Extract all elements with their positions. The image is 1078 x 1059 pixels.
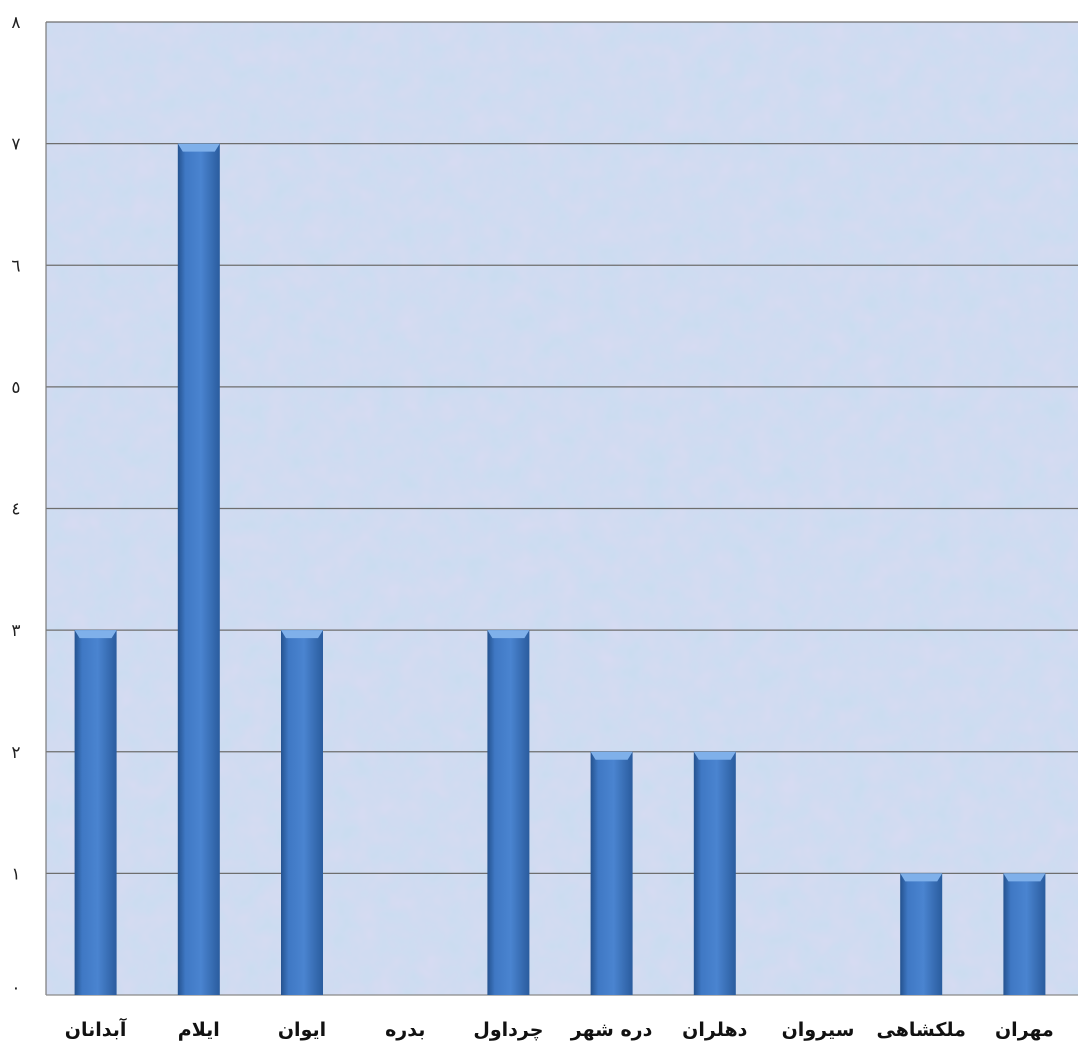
bar (590, 751, 633, 995)
bar (177, 143, 220, 995)
x-tick-label: ایوان (278, 1019, 326, 1041)
bar-cap (74, 630, 117, 639)
bar-series (74, 143, 1046, 995)
y-tick-label: ۲ (11, 743, 20, 763)
x-tick-label: ملکشاهی (876, 1019, 965, 1041)
bar-body (693, 751, 736, 995)
y-tick-label: ۳ (11, 621, 20, 641)
y-tick-label: ٤ (11, 500, 20, 520)
x-tick-label: دهلران (682, 1019, 747, 1041)
bar (281, 630, 323, 995)
x-tick-label: بدره (385, 1019, 425, 1041)
x-tick-label: مهران (995, 1019, 1054, 1041)
y-tick-label: ٥ (11, 378, 20, 398)
bar (74, 630, 117, 995)
bar (1003, 873, 1046, 995)
bar-cap (487, 630, 530, 639)
y-tick-label: ٦ (11, 256, 20, 276)
bar (487, 630, 530, 995)
bar-body (74, 630, 117, 995)
bar-cap (177, 143, 220, 152)
bar-body (487, 630, 530, 995)
bar (900, 873, 943, 995)
bar-cap (590, 751, 633, 760)
y-tick-label: ۱ (11, 864, 20, 884)
x-tick-label: ایلام (178, 1019, 220, 1041)
x-axis-ticks: آبدانان ایلام ایوان بدره چرداول دره شهر دهلران… (65, 1017, 1054, 1041)
y-tick-label: ۰ (11, 978, 20, 998)
bar-body (177, 143, 220, 995)
bar-cap (693, 751, 736, 760)
bar-cap (1003, 873, 1046, 882)
x-tick-label: چرداول (473, 1019, 543, 1041)
bar-cap (281, 630, 323, 639)
bar-body (281, 630, 323, 995)
bar-body (1003, 873, 1046, 995)
bar (693, 751, 736, 995)
x-tick-label: آبدانان (65, 1017, 127, 1041)
x-tick-label: دره شهر (570, 1019, 653, 1041)
bar-cap (900, 873, 943, 882)
y-tick-label: ۸ (11, 13, 20, 33)
y-axis-ticks: ۰ ۱ ۲ ۳ ٤ ٥ ٦ ۷ ۸ (11, 13, 20, 998)
bar-body (590, 751, 633, 995)
y-tick-label: ۷ (11, 135, 20, 155)
x-tick-label: سیروان (782, 1019, 855, 1041)
bar-body (900, 873, 943, 995)
